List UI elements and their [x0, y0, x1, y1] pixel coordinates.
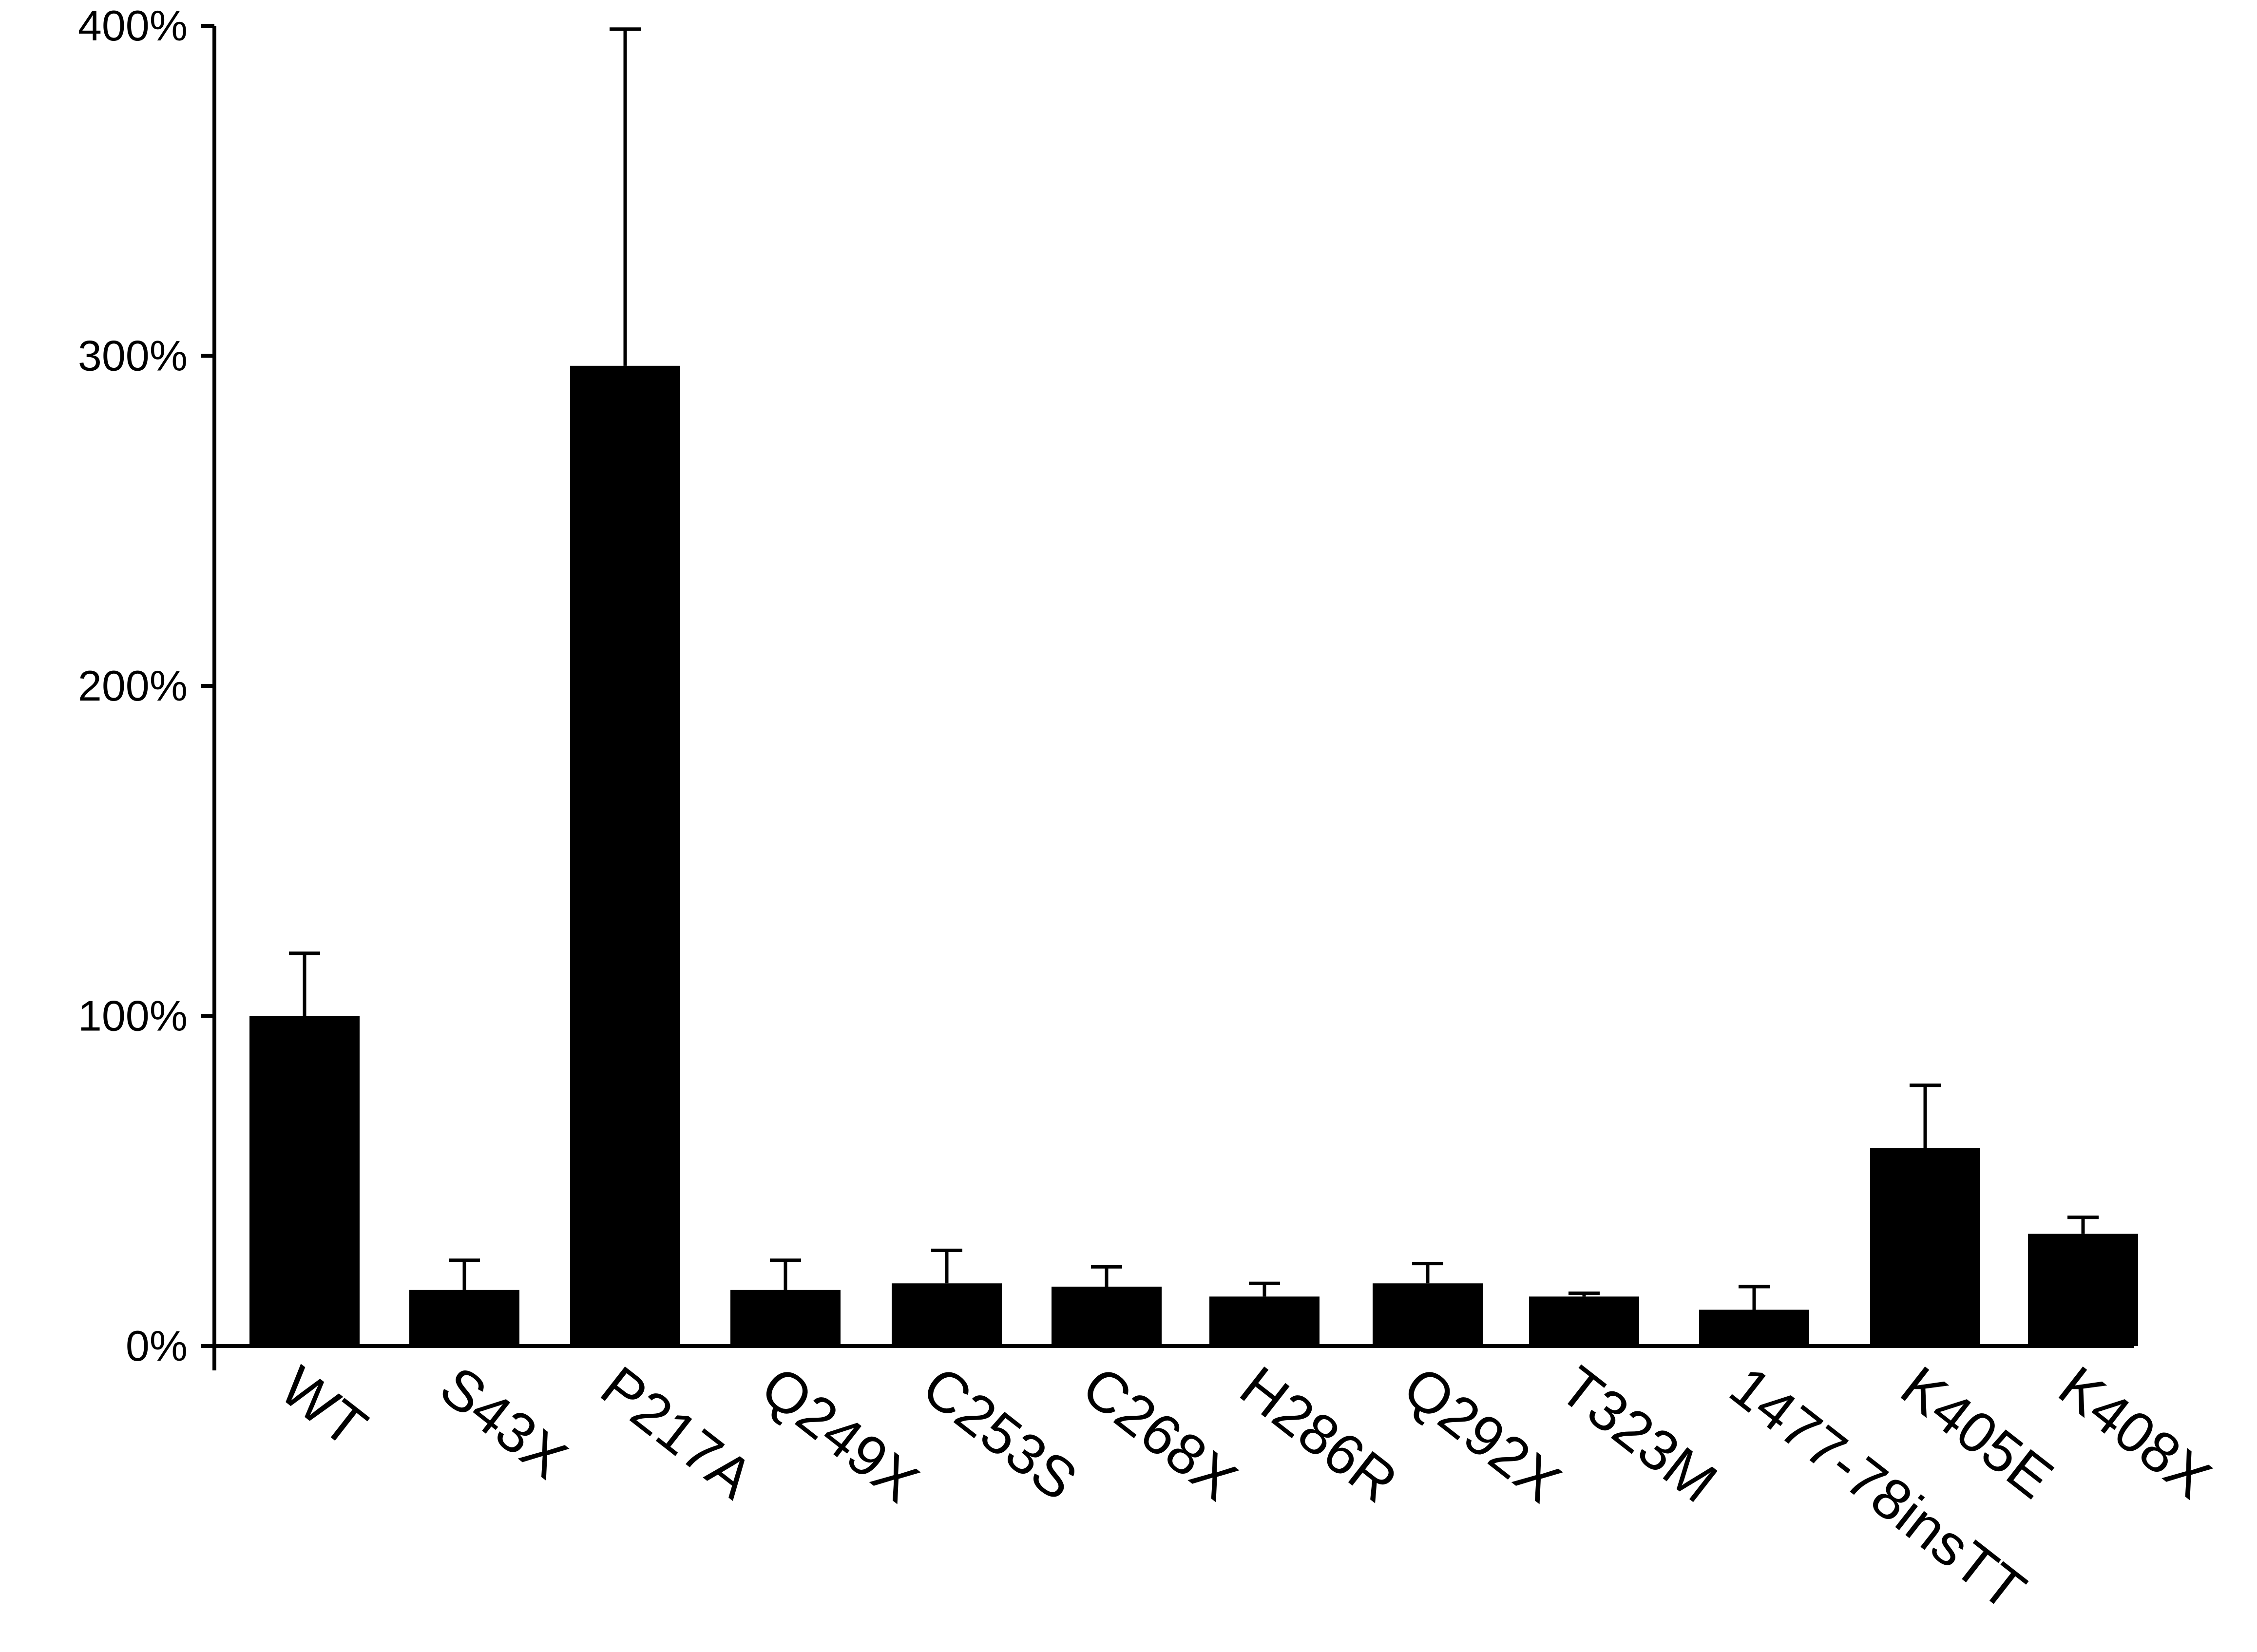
- x-tick-label: H286R: [1228, 1354, 1409, 1515]
- y-tick-label: 0%: [126, 1322, 188, 1370]
- x-tick-label: S43X: [428, 1354, 579, 1491]
- x-tick-label: C268X: [1071, 1354, 1249, 1513]
- bar: [1870, 1148, 1980, 1346]
- error-bars: [289, 27, 2099, 1310]
- x-tick-label: P217A: [589, 1354, 765, 1511]
- y-axis: 0% 100% 200% 300% 400%: [78, 1, 216, 1370]
- x-tick-label: K408X: [2047, 1354, 2222, 1511]
- bar: [409, 1290, 519, 1346]
- y-tick-label: 300%: [78, 332, 188, 380]
- x-tick-label: T323M: [1548, 1354, 1729, 1515]
- bar: [2028, 1234, 2138, 1346]
- bar: [892, 1283, 1002, 1346]
- x-tick-label: Q292X: [1392, 1354, 1572, 1515]
- y-tick-label: 100%: [78, 992, 188, 1040]
- x-tick-label: WT: [268, 1354, 379, 1460]
- x-tick-label: Q249X: [749, 1354, 930, 1515]
- bar: [1209, 1296, 1320, 1346]
- bar: [730, 1290, 841, 1346]
- bar: [249, 1016, 360, 1346]
- bars: [249, 365, 2138, 1347]
- bar: [570, 365, 680, 1347]
- x-tick-label: C253S: [911, 1354, 1089, 1513]
- x-tick-label: 1477-78insTT: [1718, 1354, 2037, 1623]
- bar: [1699, 1310, 1809, 1346]
- bar: [1529, 1296, 1639, 1346]
- y-tick-label: 200%: [78, 662, 188, 710]
- x-axis: WT S43X P217AQ249XC253SC268XH286RQ292XT323…: [214, 1344, 2222, 1623]
- y-tick-label: 400%: [78, 1, 188, 50]
- bar: [1373, 1283, 1483, 1346]
- bar: [1052, 1287, 1162, 1346]
